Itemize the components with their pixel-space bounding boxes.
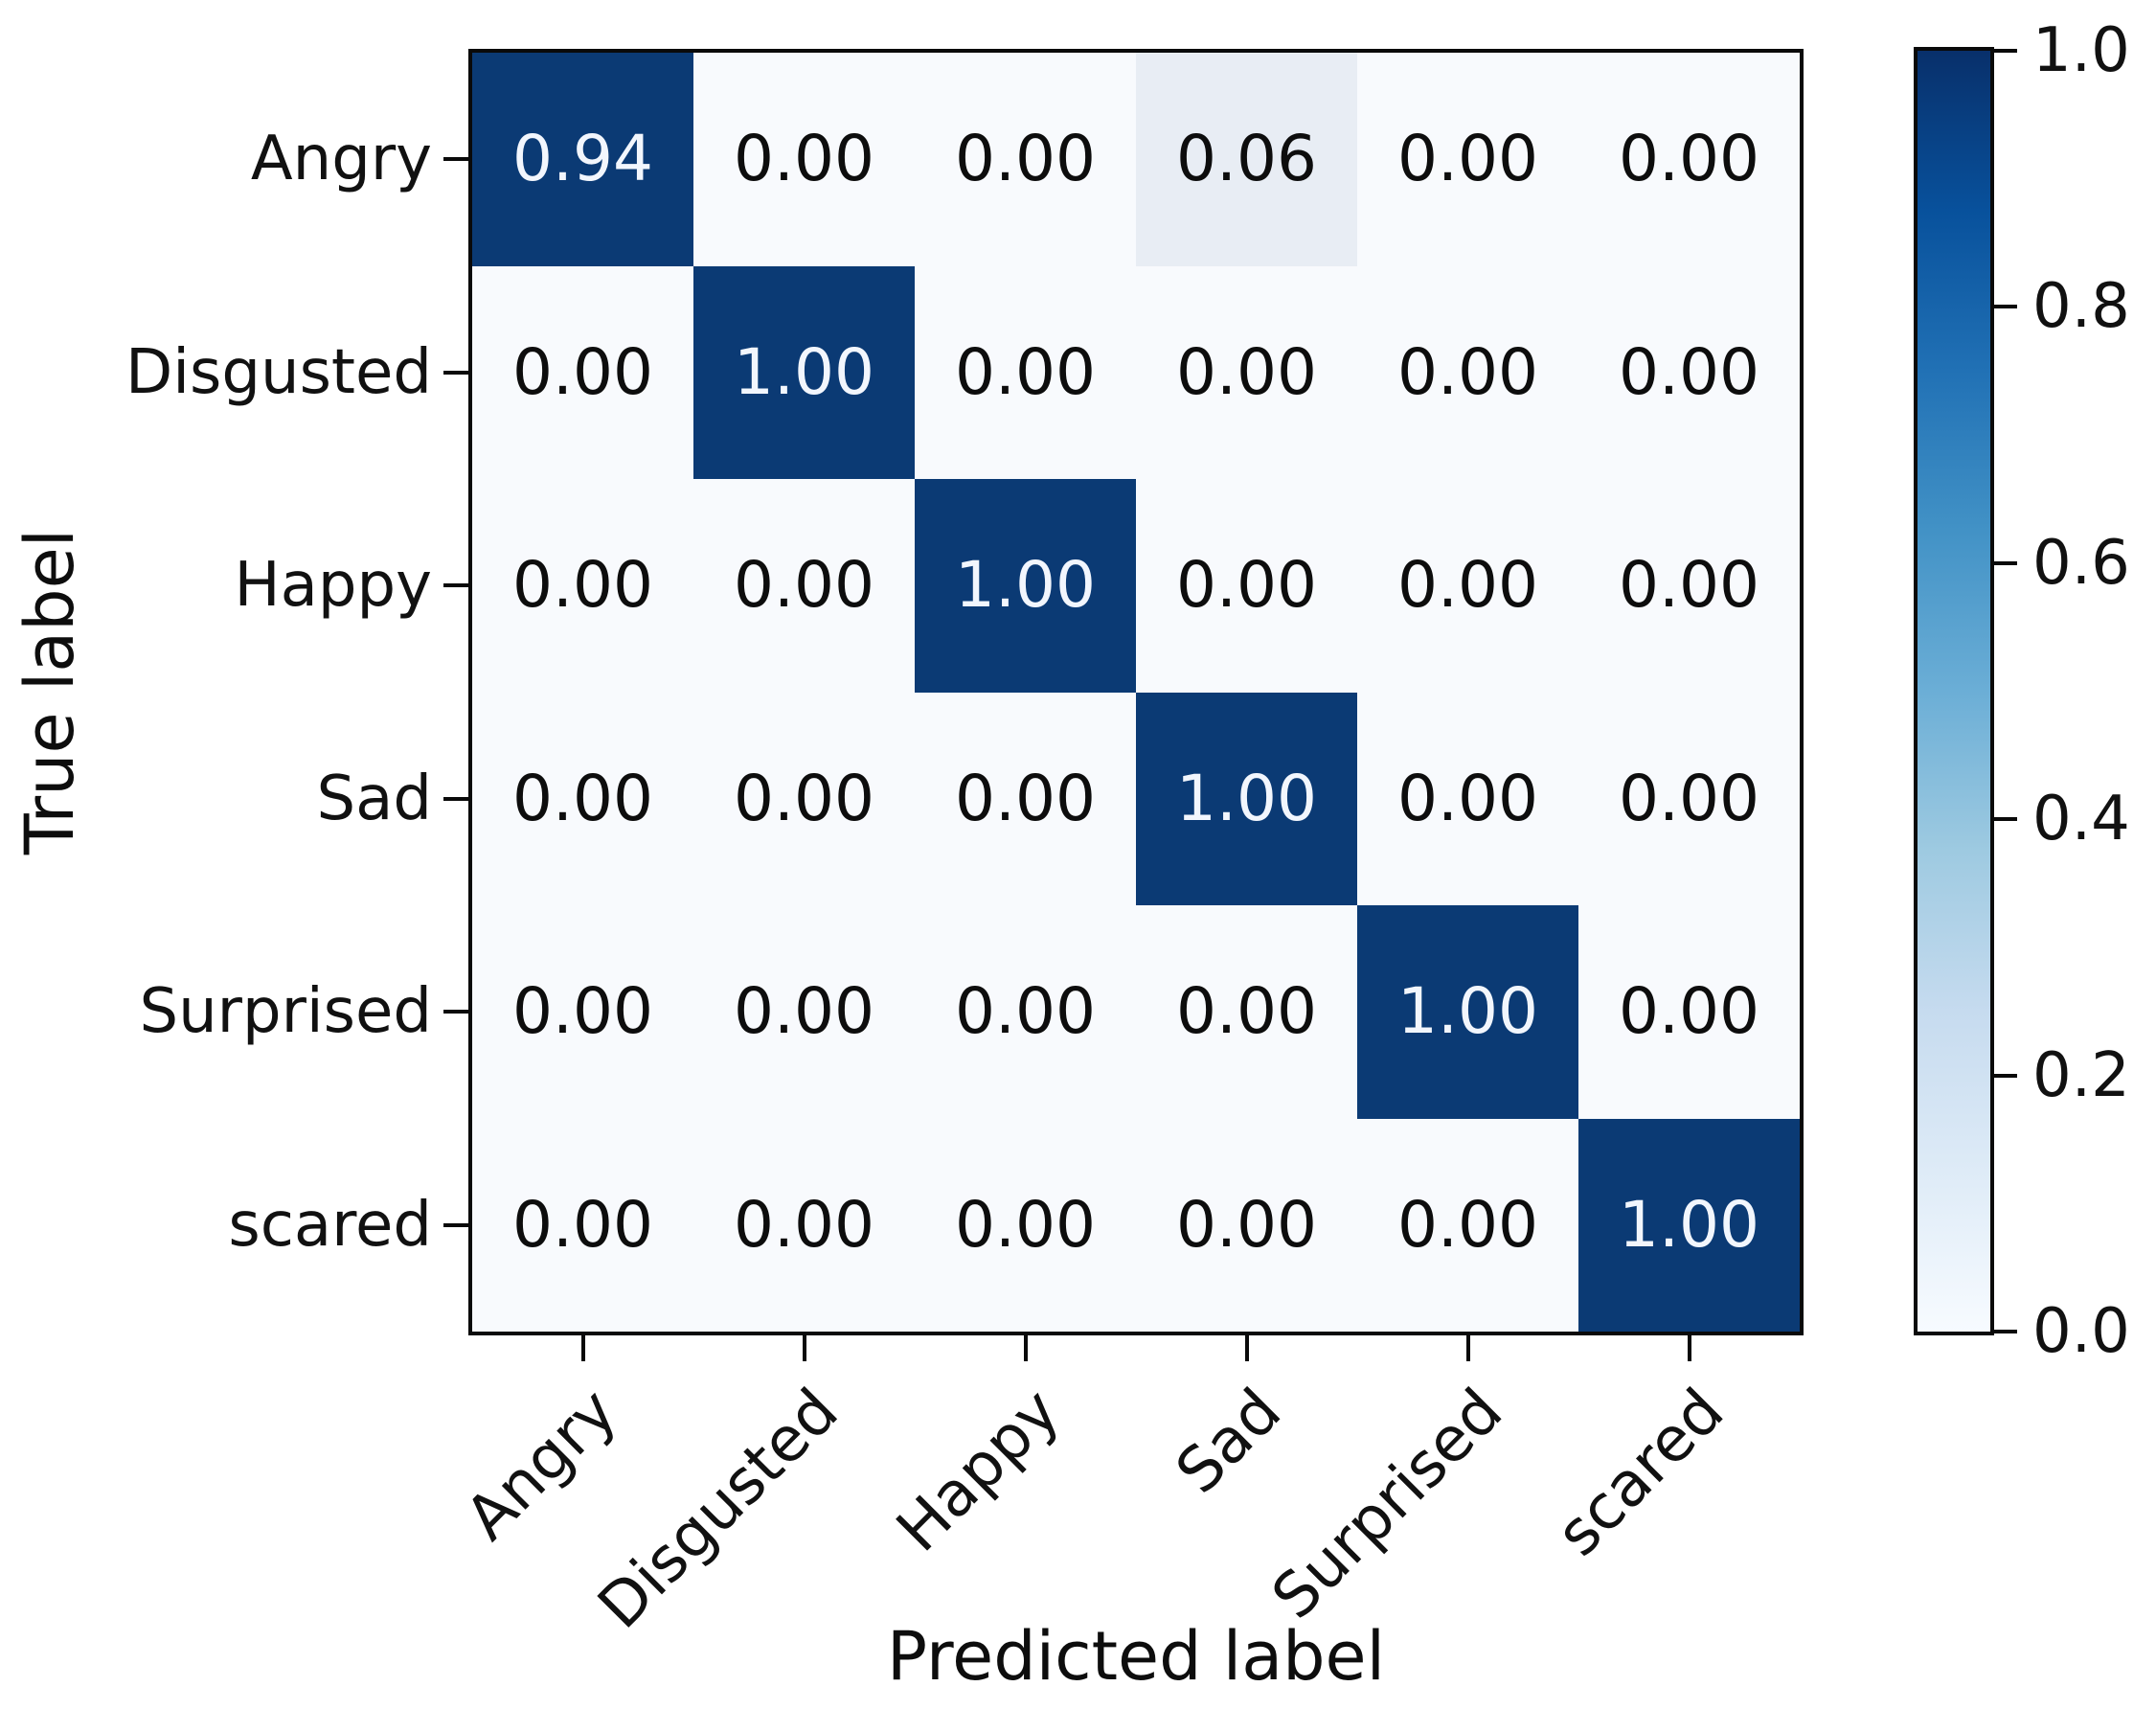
x-tick-label: Angry xyxy=(452,1376,631,1555)
y-tick-label: Disgusted xyxy=(125,336,432,408)
heatmap-cell: 0.00 xyxy=(472,265,693,479)
colorbar-tickmark xyxy=(1994,49,2017,53)
x-tickmark xyxy=(1465,1335,1470,1361)
heatmap-cell: 0.00 xyxy=(915,905,1136,1119)
heatmap-cell: 1.00 xyxy=(693,265,915,479)
x-tick-label: Disgusted xyxy=(585,1376,852,1643)
x-tick-label: scared xyxy=(1543,1376,1737,1570)
heatmap-cell: 0.00 xyxy=(472,692,693,905)
heatmap-cell: 0.00 xyxy=(1136,905,1357,1119)
x-tickmark xyxy=(580,1335,585,1361)
x-tickmark xyxy=(802,1335,806,1361)
colorbar-tick-label: 1.0 xyxy=(2032,15,2130,86)
heatmap-cell: 0.00 xyxy=(472,479,693,693)
heatmap-cell: 0.00 xyxy=(1357,53,1578,266)
heatmap-cell: 0.00 xyxy=(1578,265,1800,479)
heatmap-cell: 0.00 xyxy=(1136,265,1357,479)
heatmap-cell: 0.00 xyxy=(693,905,915,1119)
heatmap-cell: 0.00 xyxy=(693,53,915,266)
heatmap-cell: 0.94 xyxy=(472,53,693,266)
heatmap-cell: 1.00 xyxy=(1357,905,1578,1119)
heatmap-cell: 0.00 xyxy=(915,53,1136,266)
y-axis-title: True label xyxy=(11,528,89,855)
heatmap-cell: 0.00 xyxy=(915,1118,1136,1332)
colorbar-gradient xyxy=(1918,51,1990,1332)
heatmap-cell: 0.00 xyxy=(1578,905,1800,1119)
heatmap-cell: 0.00 xyxy=(693,692,915,905)
y-tickmark xyxy=(443,370,468,375)
colorbar-tickmark xyxy=(1994,1330,2017,1333)
colorbar-tickmark xyxy=(1994,560,2017,565)
x-tickmark xyxy=(1687,1335,1691,1361)
colorbar-tickmark xyxy=(1994,305,2017,309)
heatmap-cell: 0.00 xyxy=(472,905,693,1119)
heatmap-cell: 0.00 xyxy=(1357,265,1578,479)
heatmap-cell: 0.00 xyxy=(1357,1118,1578,1332)
y-tick-label: Angry xyxy=(250,124,432,195)
heatmap-cell: 0.06 xyxy=(1136,53,1357,266)
colorbar-tick-label: 0.0 xyxy=(2032,1296,2130,1367)
y-tick-label: Surprised xyxy=(139,976,432,1048)
heatmap-cell: 0.00 xyxy=(1578,479,1800,693)
heatmap-cell: 0.00 xyxy=(915,692,1136,905)
heatmap-cell: 0.00 xyxy=(1357,479,1578,693)
y-tickmark xyxy=(443,796,468,801)
y-tick-label: scared xyxy=(228,1189,432,1261)
heatmap-cells: 0.94 0.00 0.00 0.06 0.00 0.00 0.00 1.00 0.00 0.00… xyxy=(472,53,1800,1332)
colorbar-tickmark xyxy=(1994,1073,2017,1078)
x-tick-label: Surprised xyxy=(1259,1376,1516,1633)
heatmap-cell: 0.00 xyxy=(1578,692,1800,905)
heatmap-plot-area: 0.94 0.00 0.00 0.06 0.00 0.00 0.00 1.00 0.00 0.00… xyxy=(468,49,1804,1335)
y-tick-label: Happy xyxy=(234,550,432,622)
colorbar-tick-label: 0.6 xyxy=(2032,527,2130,599)
y-tickmark xyxy=(443,157,468,162)
heatmap-cell: 1.00 xyxy=(915,479,1136,693)
heatmap-cell: 0.00 xyxy=(693,479,915,693)
x-tick-label: Sad xyxy=(1163,1376,1295,1508)
colorbar-tick-label: 0.4 xyxy=(2032,784,2130,855)
heatmap-cell: 0.00 xyxy=(693,1118,915,1332)
y-tick-label: Sad xyxy=(316,763,432,834)
x-axis-title: Predicted label xyxy=(886,1617,1386,1696)
y-tickmark xyxy=(443,1010,468,1014)
heatmap-cell: 0.00 xyxy=(1136,1118,1357,1332)
y-tickmark xyxy=(443,583,468,588)
heatmap-cell: 0.00 xyxy=(915,265,1136,479)
heatmap-cell: 0.00 xyxy=(1578,53,1800,266)
colorbar-tick-label: 0.8 xyxy=(2032,271,2130,343)
colorbar-tickmark xyxy=(1994,817,2017,822)
heatmap-cell: 1.00 xyxy=(1136,692,1357,905)
x-tickmark xyxy=(1244,1335,1249,1361)
heatmap-cell: 0.00 xyxy=(472,1118,693,1332)
colorbar-tick-label: 0.2 xyxy=(2032,1039,2130,1111)
colorbar xyxy=(1914,47,1994,1335)
heatmap-cell: 0.00 xyxy=(1357,692,1578,905)
y-tickmark xyxy=(443,1222,468,1227)
x-tickmark xyxy=(1023,1335,1028,1361)
x-tick-label: Happy xyxy=(883,1376,1074,1566)
heatmap-cell: 0.00 xyxy=(1136,479,1357,693)
heatmap-cell: 1.00 xyxy=(1578,1118,1800,1332)
